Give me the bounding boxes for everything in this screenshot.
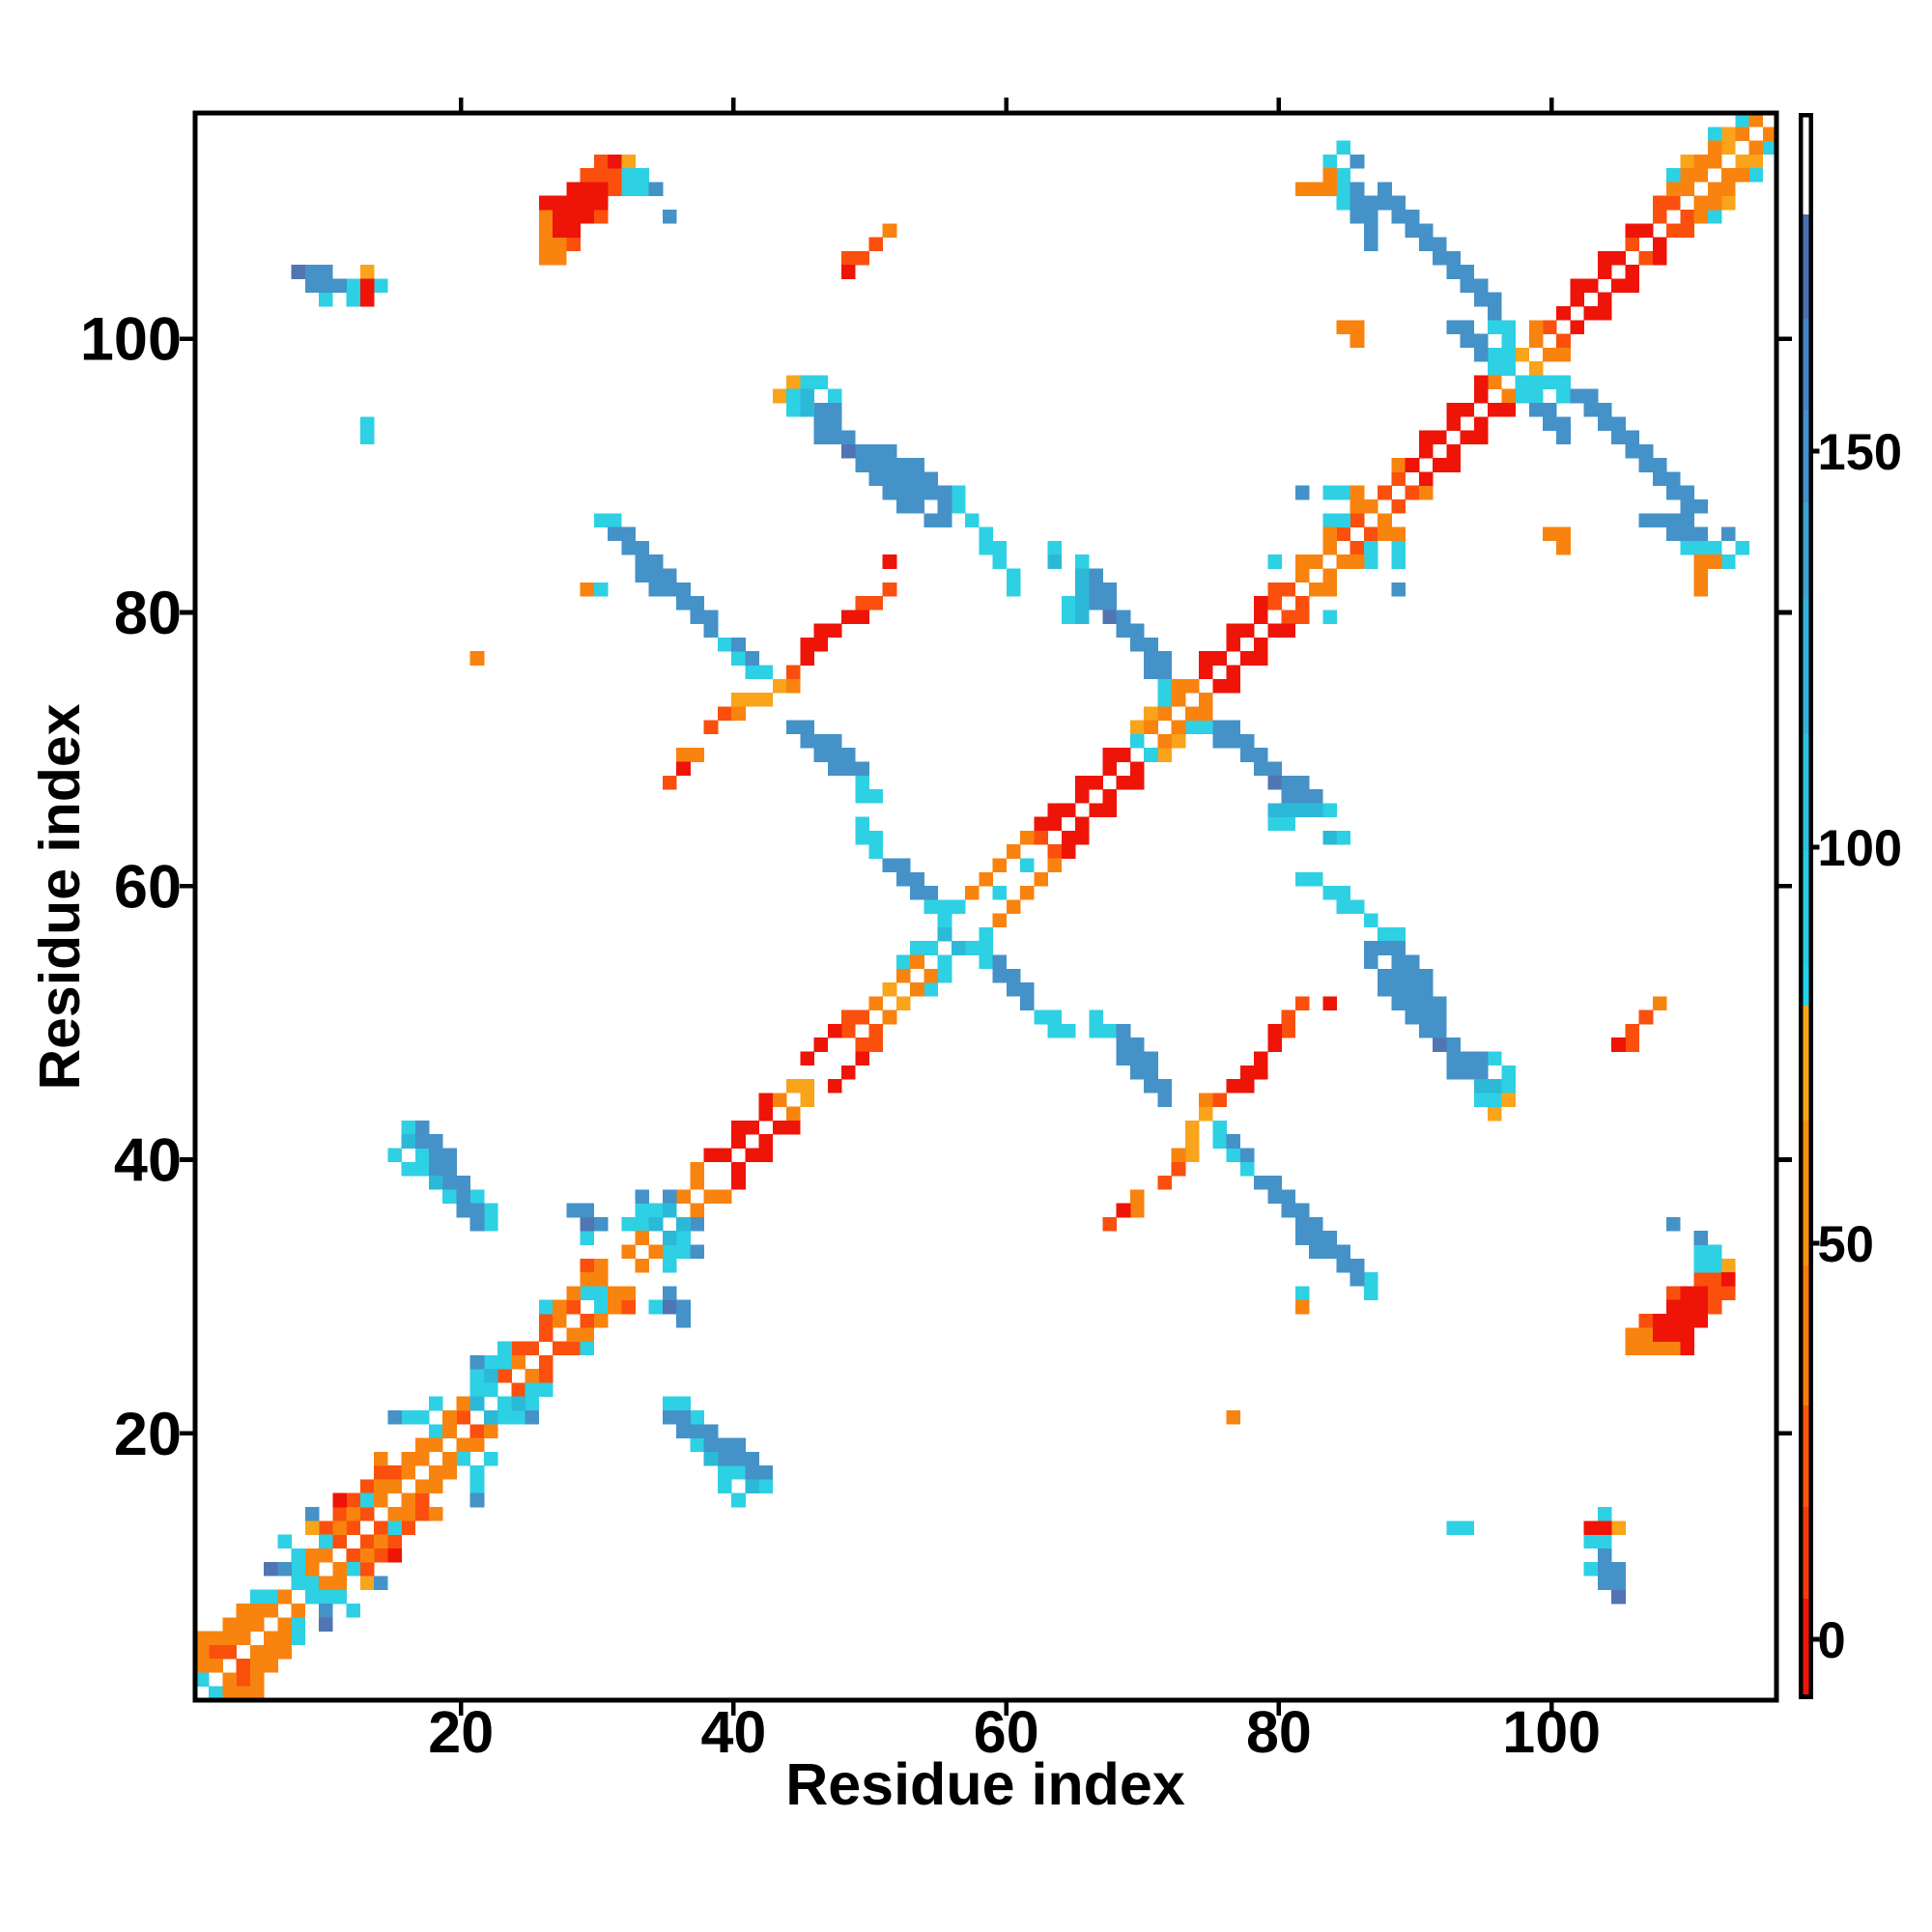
svg-text:50: 50 [1818, 1216, 1874, 1273]
svg-text:0: 0 [1818, 1612, 1846, 1669]
svg-text:60: 60 [974, 1699, 1039, 1765]
svg-text:150: 150 [1818, 424, 1903, 481]
svg-text:80: 80 [114, 580, 182, 647]
svg-text:60: 60 [114, 853, 182, 921]
svg-text:80: 80 [1246, 1699, 1312, 1765]
svg-text:100: 100 [1818, 820, 1903, 877]
svg-text:100: 100 [1502, 1699, 1601, 1765]
svg-text:20: 20 [114, 1401, 182, 1468]
svg-text:Residue index: Residue index [785, 1751, 1185, 1817]
svg-text:Residue index: Residue index [28, 703, 92, 1090]
svg-text:20: 20 [428, 1699, 494, 1765]
svg-text:40: 40 [700, 1699, 766, 1765]
svg-text:100: 100 [80, 306, 182, 374]
svg-text:40: 40 [114, 1127, 182, 1195]
